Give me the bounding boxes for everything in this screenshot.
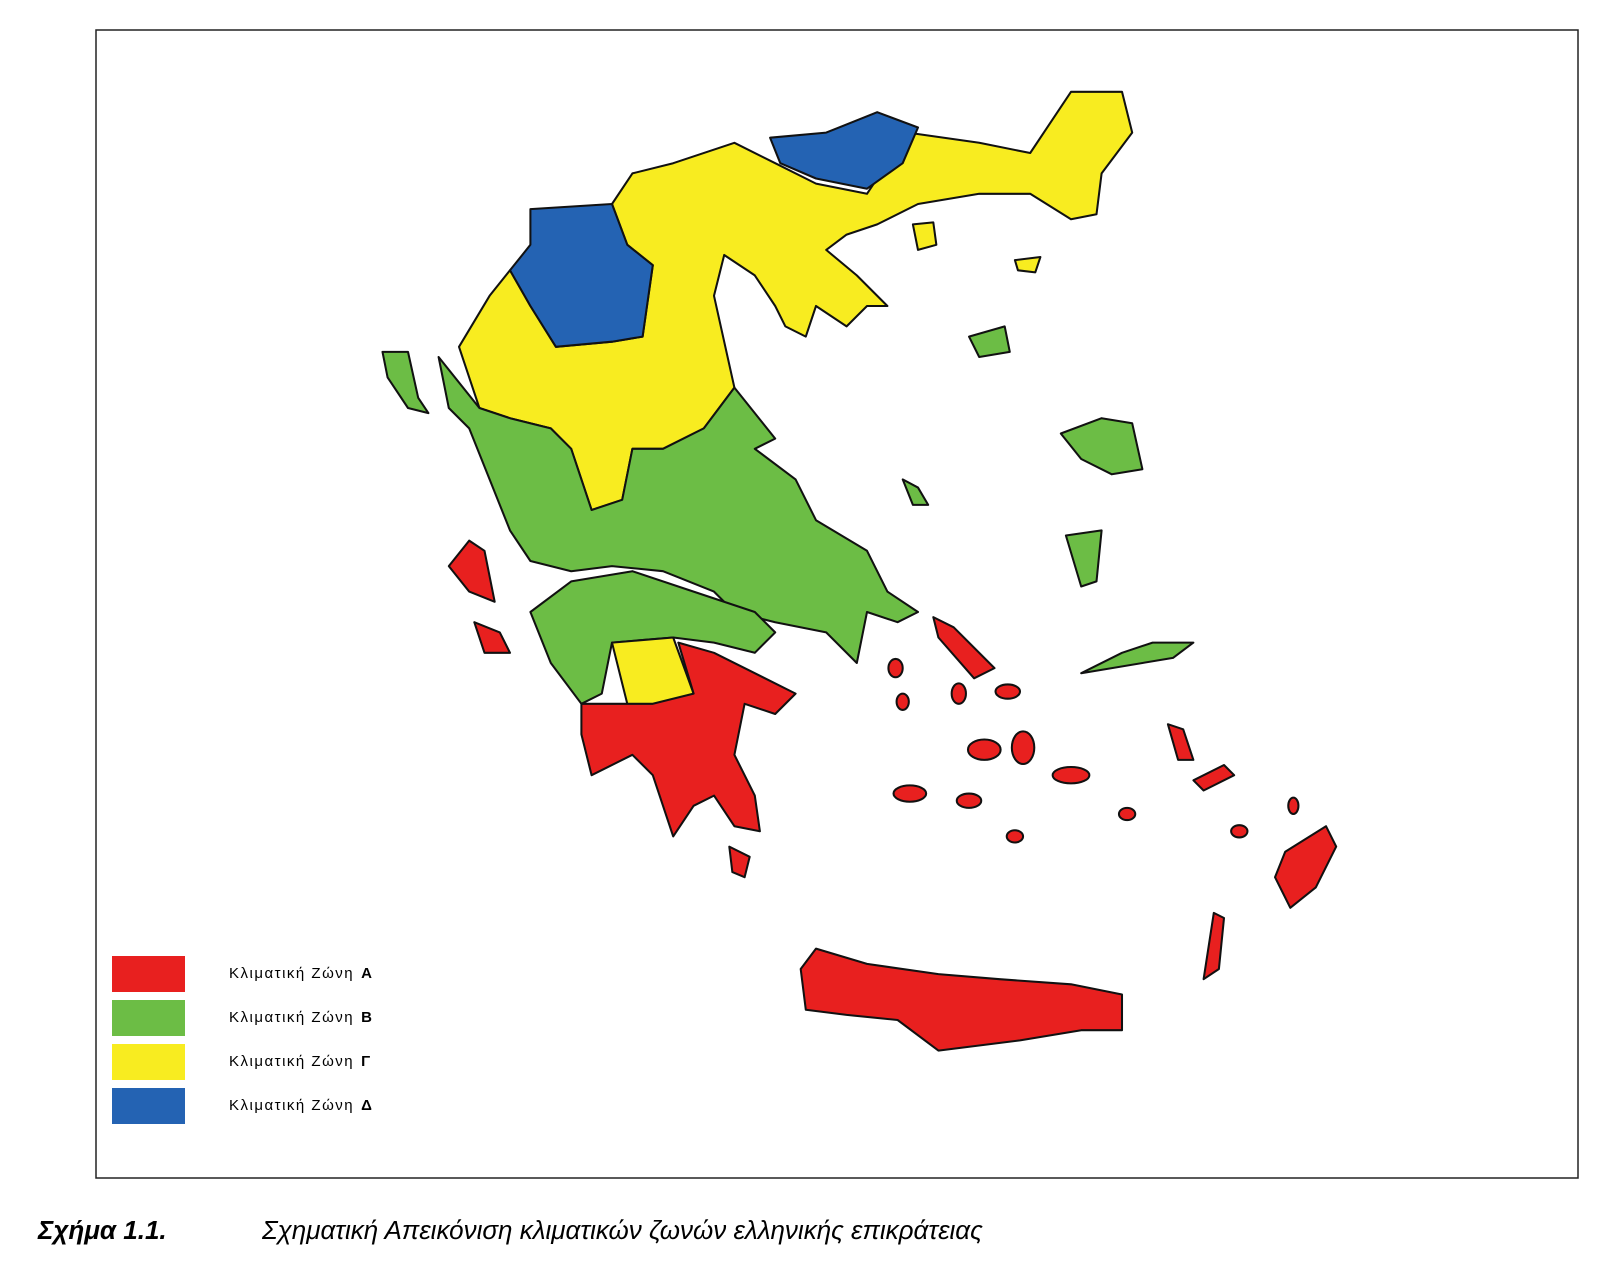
region [580, 641, 797, 838]
legend-swatch [112, 1000, 185, 1036]
map [381, 90, 1338, 1052]
legend-text: Κλιματική Ζώνη [229, 1053, 354, 1070]
legend-text: Κλιματική Ζώνη [229, 1009, 354, 1026]
caption-label: Σχήμα 1.1. [37, 1215, 167, 1245]
region [1080, 641, 1195, 675]
region [911, 221, 938, 251]
legend-label: Κλιματική Ζώνη Β [229, 1009, 373, 1026]
legend-zone: Δ [361, 1097, 373, 1114]
region [728, 845, 751, 879]
region [769, 111, 920, 190]
region [1230, 824, 1249, 839]
region [1005, 829, 1025, 844]
region [457, 90, 1134, 512]
region [529, 570, 777, 705]
region [1010, 730, 1036, 765]
region [508, 202, 654, 348]
region [950, 682, 967, 705]
legend-swatch [112, 956, 185, 992]
region [932, 616, 996, 680]
region [895, 692, 910, 711]
region [1117, 806, 1137, 822]
legend-text: Κλιματική Ζώνη [229, 965, 354, 982]
region [966, 738, 1002, 761]
region [1287, 796, 1300, 815]
legend-zone: Γ [361, 1053, 372, 1070]
region [437, 355, 920, 665]
region [1202, 911, 1226, 981]
region [1166, 723, 1195, 761]
region [1013, 256, 1042, 274]
legend-swatch [112, 1044, 185, 1080]
legend-zone: Α [361, 965, 373, 982]
legend-zone: Β [361, 1009, 373, 1026]
region [1051, 766, 1091, 785]
region [447, 539, 496, 603]
region [1192, 763, 1236, 792]
region [887, 657, 904, 679]
region [381, 350, 430, 415]
legend-label: Κλιματική Ζώνη Α [229, 965, 373, 982]
legend-label: Κλιματική Ζώνη Δ [229, 1097, 373, 1114]
region [994, 683, 1022, 700]
legend-text: Κλιματική Ζώνη [229, 1097, 354, 1114]
region [799, 947, 1124, 1052]
caption-text: Σχηματική Απεικόνιση κλιματικών ζωνών ελ… [261, 1215, 983, 1245]
region [955, 792, 983, 809]
region [473, 621, 512, 654]
legend-swatch [112, 1088, 185, 1124]
region [1273, 825, 1338, 909]
region [892, 784, 928, 803]
region [967, 325, 1011, 359]
region [1059, 417, 1144, 476]
region [1064, 529, 1103, 588]
legend-label: Κλιματική Ζώνη Γ [229, 1053, 372, 1070]
region [901, 478, 930, 506]
